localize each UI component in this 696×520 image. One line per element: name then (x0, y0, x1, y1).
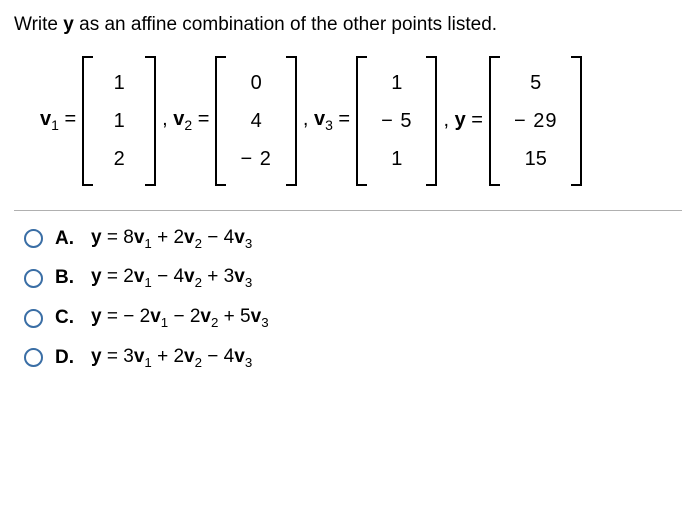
option-c-letter: C. (55, 307, 77, 329)
options-list: A. y = 8v1 + 2v2 − 4v3 B. y = 2v1 − 4v2 … (24, 227, 682, 370)
option-c-expr: y = − 2v1 − 2v2 + 5v3 (91, 306, 269, 330)
v1-matrix: 1 1 2 (82, 56, 156, 186)
divider (14, 210, 682, 211)
question-suffix: as an affine combination of the other po… (74, 14, 497, 35)
option-d-expr: y = 3v1 + 2v2 − 4v3 (91, 346, 252, 370)
bracket-right-icon (426, 56, 437, 186)
v3-r1: 1 (381, 64, 412, 102)
vectors-row: v1 = 1 1 2 , v2 = 0 4 − 2 , v3 = 1 − 5 1… (36, 56, 682, 186)
option-d-letter: D. (55, 347, 77, 369)
option-c[interactable]: C. y = − 2v1 − 2v2 + 5v3 (24, 306, 682, 330)
bracket-left-icon (82, 56, 93, 186)
question-prefix: Write (14, 14, 63, 35)
v1-label: v1 = (36, 108, 80, 133)
bracket-left-icon (356, 56, 367, 186)
bracket-right-icon (145, 56, 156, 186)
v3-matrix: 1 − 5 1 (356, 56, 437, 186)
option-a-letter: A. (55, 228, 77, 250)
bracket-left-icon (489, 56, 500, 186)
option-a[interactable]: A. y = 8v1 + 2v2 − 4v3 (24, 227, 682, 251)
radio-icon[interactable] (24, 348, 43, 367)
option-a-expr: y = 8v1 + 2v2 − 4v3 (91, 227, 252, 251)
bracket-left-icon (215, 56, 226, 186)
y-r3: 15 (514, 140, 557, 178)
v2-label: , v2 = (158, 108, 213, 133)
radio-icon[interactable] (24, 269, 43, 288)
question-text: Write y as an affine combination of the … (14, 12, 682, 38)
y-matrix: 5 − 29 15 (489, 56, 582, 186)
option-b-expr: y = 2v1 − 4v2 + 3v3 (91, 266, 252, 290)
v1-r2: 1 (107, 102, 131, 140)
option-b[interactable]: B. y = 2v1 − 4v2 + 3v3 (24, 266, 682, 290)
v2-matrix: 0 4 − 2 (215, 56, 296, 186)
v2-r1: 0 (240, 64, 271, 102)
v1-r1: 1 (107, 64, 131, 102)
option-d[interactable]: D. y = 3v1 + 2v2 − 4v3 (24, 346, 682, 370)
v1-r3: 2 (107, 140, 131, 178)
v3-r2: − 5 (381, 102, 412, 140)
question-variable: y (63, 14, 74, 35)
y-label: , y = (439, 109, 487, 132)
y-r2: − 29 (514, 102, 557, 140)
v3-r3: 1 (381, 140, 412, 178)
option-b-letter: B. (55, 267, 77, 289)
v2-r2: 4 (240, 102, 271, 140)
bracket-right-icon (571, 56, 582, 186)
v3-label: , v3 = (299, 108, 354, 133)
radio-icon[interactable] (24, 309, 43, 328)
v2-r3: − 2 (240, 140, 271, 178)
radio-icon[interactable] (24, 229, 43, 248)
y-r1: 5 (514, 64, 557, 102)
bracket-right-icon (286, 56, 297, 186)
